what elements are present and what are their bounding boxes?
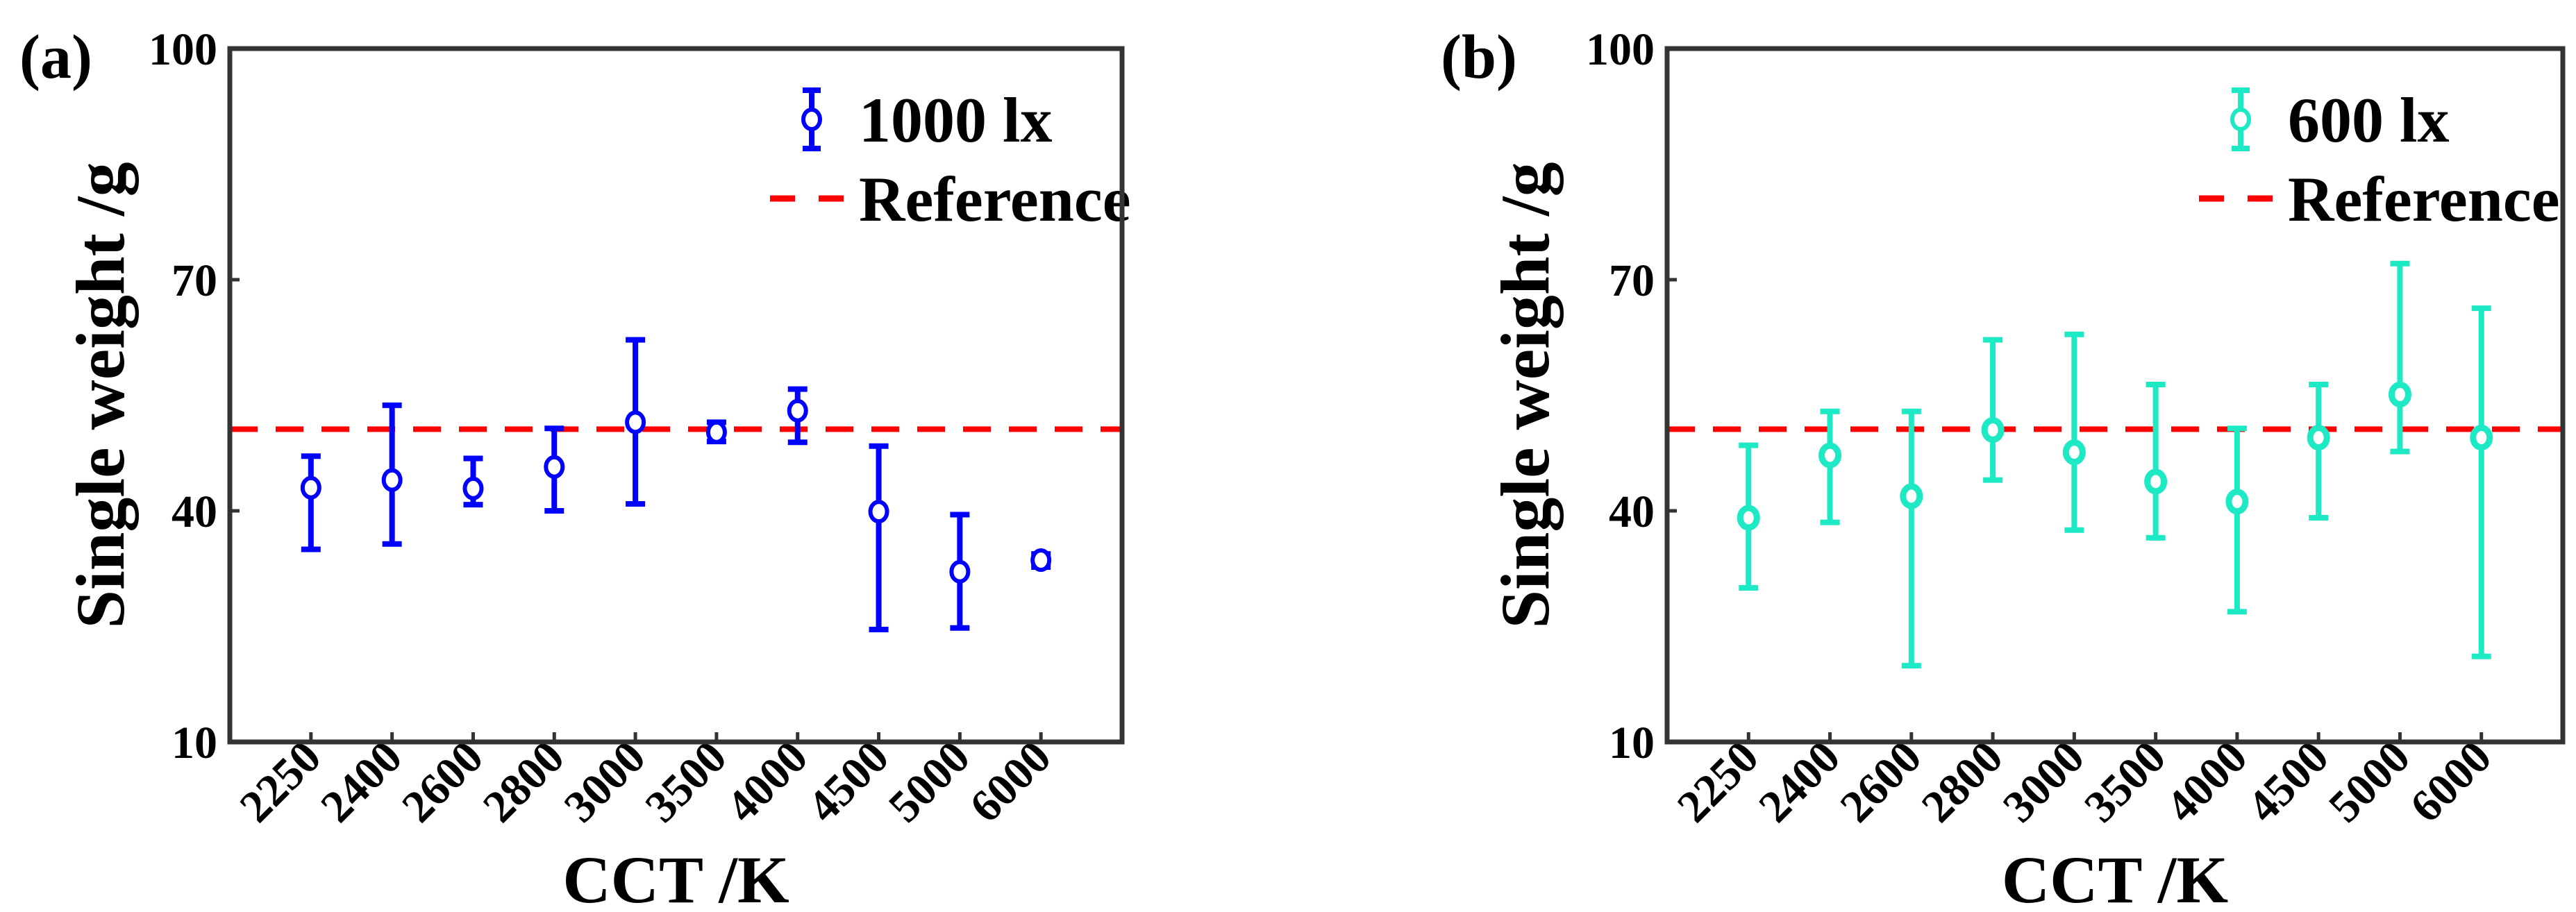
axes-frame [227, 46, 1125, 745]
data-point [705, 420, 727, 444]
y-tick-label: 40 [172, 487, 217, 537]
y-tick-label: 40 [1609, 487, 1655, 537]
data-point [2062, 439, 2086, 466]
panel-label: (b) [1441, 23, 1517, 92]
data-point [300, 475, 321, 500]
legend-label: Reference [2288, 164, 2560, 235]
y-axis-label: Single weight /g [1487, 162, 1564, 628]
chart-panel-b: (b) 10 40 70 100 2250240026002800300035004000… [1441, 23, 2566, 912]
data-point [625, 410, 646, 434]
y-tick-label: 10 [172, 718, 217, 768]
data-point [2470, 425, 2493, 451]
x-tick-label: 2600 [392, 732, 493, 832]
x-tick-label: 5000 [879, 732, 980, 832]
x-tick-label: 3000 [1993, 732, 2094, 832]
x-tick-label: 2800 [1912, 732, 2013, 832]
y-tick-label: 10 [1609, 718, 1655, 768]
x-tick-label: 2250 [230, 732, 331, 832]
x-tick-label: 4000 [717, 732, 817, 832]
x-tick-label: 2400 [311, 732, 412, 832]
axes-frame [1664, 46, 2566, 745]
data-point [544, 455, 565, 479]
y-tick-label: 100 [149, 24, 217, 75]
data-point [868, 500, 889, 524]
data-point [1900, 483, 1923, 509]
x-tick-label: 2600 [1830, 732, 1931, 832]
y-tick-label: 100 [1586, 24, 1655, 75]
x-tick-label: 3000 [555, 732, 655, 832]
data-point [462, 476, 484, 500]
y-tick-label: 70 [172, 255, 217, 306]
y-axis-label: Single weight /g [62, 162, 139, 628]
data-point [381, 468, 403, 492]
data-point [2225, 489, 2249, 515]
x-tick-label: 2250 [1668, 732, 1768, 832]
data-point [1818, 442, 1842, 468]
x-tick-label: 3500 [2075, 732, 2175, 832]
chart-panel-a: (a) 10 40 70 100 2250240026002800300035004000… [19, 23, 1131, 912]
legend-label: 1000 lx [859, 85, 1053, 155]
x-tick-label: 6000 [960, 732, 1061, 832]
x-tick-label: 2800 [474, 732, 574, 832]
data-point [2307, 425, 2330, 451]
legend-label: 600 lx [2288, 85, 2450, 155]
legend-label: Reference [859, 164, 1131, 235]
data-point [2144, 468, 2168, 495]
data-point [1737, 505, 1760, 531]
panel-label: (a) [19, 23, 92, 92]
x-axis-label: CCT /K [2002, 843, 2228, 912]
x-tick-label: 4500 [2238, 732, 2339, 832]
x-tick-label: 4500 [798, 732, 898, 832]
x-tick-label: 5000 [2319, 732, 2420, 832]
legend-marker-icon [801, 108, 822, 131]
y-tick-label: 70 [1609, 255, 1655, 306]
data-point [787, 398, 808, 423]
data-point [1030, 548, 1052, 573]
data-point [949, 559, 971, 584]
x-tick-label: 3500 [636, 732, 737, 832]
x-tick-label: 2400 [1749, 732, 1850, 832]
x-axis-label: CCT /K [562, 843, 789, 912]
x-tick-label: 4000 [2157, 732, 2257, 832]
data-point [1981, 416, 2005, 443]
legend-marker-icon [2230, 108, 2251, 131]
x-tick-label: 6000 [2400, 732, 2501, 832]
data-point [2388, 381, 2411, 407]
